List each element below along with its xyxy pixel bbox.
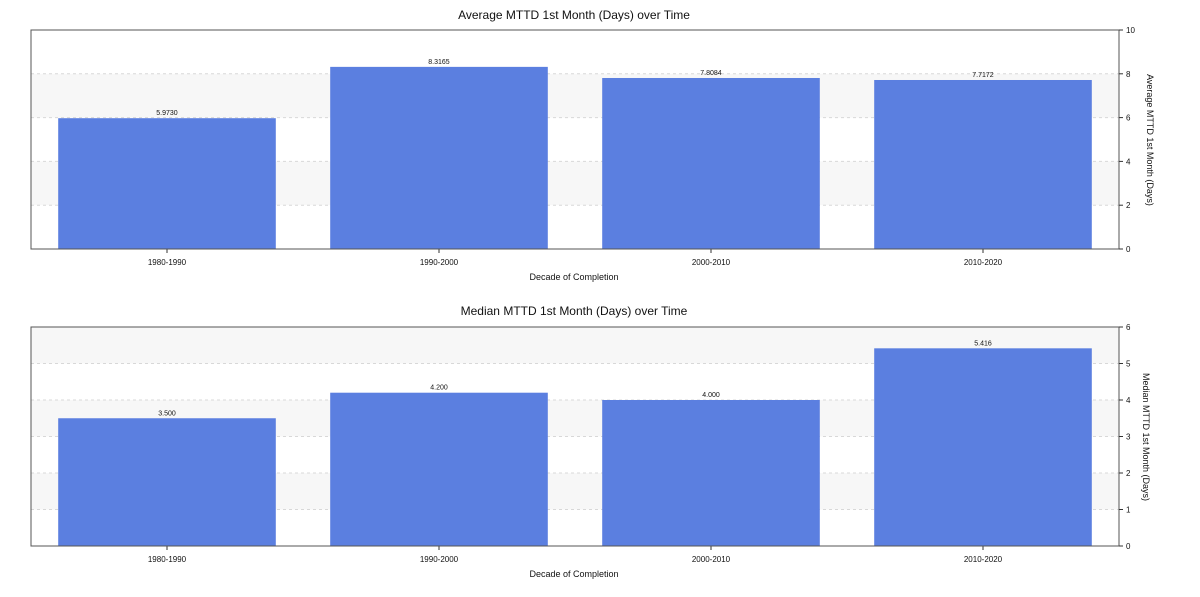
bar-value-label: 7.7172 bbox=[972, 72, 994, 79]
bar bbox=[602, 400, 820, 546]
bar-value-label: 3.500 bbox=[158, 410, 176, 417]
bar bbox=[602, 77, 820, 250]
bar bbox=[874, 348, 1092, 546]
y-axis-label: Median MTTD 1st Month (Days) bbox=[1141, 373, 1151, 501]
chart-title: Median MTTD 1st Month (Days) over Time bbox=[461, 304, 688, 318]
average-mttd-chart: Average MTTD 1st Month (Days) over Time … bbox=[30, 8, 1155, 282]
y-tick-label: 6 bbox=[1126, 114, 1131, 123]
y-tick-label: 8 bbox=[1126, 70, 1131, 79]
bar-value-label: 8.3165 bbox=[428, 59, 450, 66]
x-tick-label: 1990-2000 bbox=[420, 555, 459, 564]
y-tick-label: 5 bbox=[1126, 360, 1131, 369]
x-tick-label: 2010-2020 bbox=[964, 555, 1003, 564]
bar-value-label: 5.9730 bbox=[156, 110, 178, 117]
y-tick-label: 0 bbox=[1126, 245, 1131, 254]
plot-frame bbox=[30, 29, 1120, 250]
y-tick-label: 1 bbox=[1126, 506, 1131, 515]
x-axis-label: Decade of Completion bbox=[529, 272, 618, 282]
y-tick-label: 3 bbox=[1126, 433, 1131, 442]
bar-value-label: 7.8084 bbox=[700, 70, 722, 77]
x-tick-label: 2000-2010 bbox=[692, 258, 731, 267]
median-mttd-chart: Median MTTD 1st Month (Days) over Time 3… bbox=[30, 304, 1151, 579]
x-tick-label: 2000-2010 bbox=[692, 555, 731, 564]
plot-area: 3.500 1980-1990 4.200 1990-2000 4.000 2000-20… bbox=[30, 323, 1131, 564]
bar bbox=[330, 392, 548, 546]
x-axis-label: Decade of Completion bbox=[529, 569, 618, 579]
bar-value-label: 4.000 bbox=[702, 392, 720, 399]
chart-title: Average MTTD 1st Month (Days) over Time bbox=[458, 8, 690, 22]
x-tick-label: 1990-2000 bbox=[420, 258, 459, 267]
y-tick-label: 4 bbox=[1126, 157, 1131, 166]
x-tick-label: 1980-1990 bbox=[148, 555, 187, 564]
x-tick-label: 2010-2020 bbox=[964, 258, 1003, 267]
bar bbox=[58, 118, 276, 249]
bar-value-label: 5.416 bbox=[974, 340, 992, 347]
y-tick-label: 2 bbox=[1126, 469, 1131, 478]
plot-area: 5.9730 1980-1990 8.3165 1990-2000 7.8084 2000… bbox=[30, 26, 1135, 267]
y-tick-label: 6 bbox=[1126, 323, 1131, 332]
bar-value-label: 4.200 bbox=[430, 385, 448, 392]
y-tick-label: 0 bbox=[1126, 542, 1131, 551]
y-axis-label: Average MTTD 1st Month (Days) bbox=[1145, 74, 1155, 206]
y-tick-label: 10 bbox=[1126, 26, 1135, 35]
y-tick-label: 2 bbox=[1126, 201, 1131, 210]
bar bbox=[874, 79, 1092, 249]
bar bbox=[58, 418, 276, 546]
bar bbox=[330, 66, 548, 249]
y-tick-label: 4 bbox=[1126, 396, 1131, 405]
x-tick-label: 1980-1990 bbox=[148, 258, 187, 267]
